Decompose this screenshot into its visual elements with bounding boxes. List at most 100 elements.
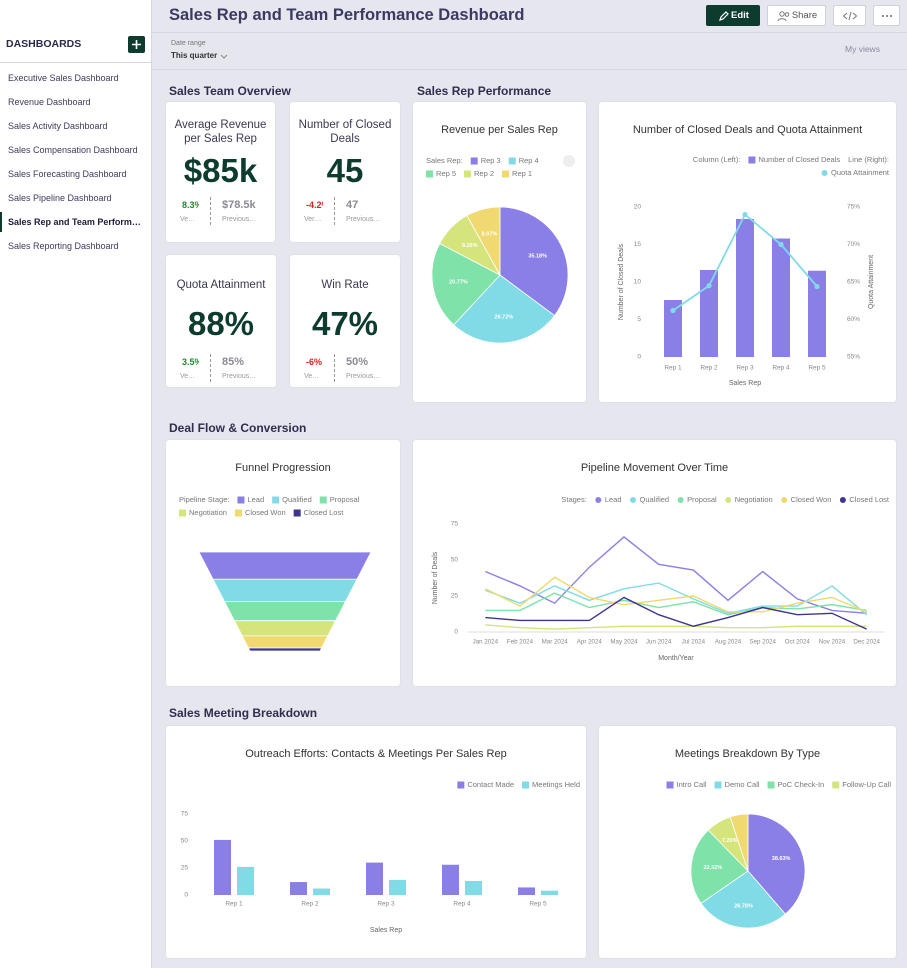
- kpi-delta-label: Ve…: [180, 216, 196, 223]
- legend-item: PoC Check-In: [767, 780, 824, 789]
- kpi-card: Quota Attainment 88% 3.5% Ve… 85% Previous…: [166, 255, 276, 387]
- legend-swatch: [502, 170, 510, 178]
- line: [485, 536, 867, 614]
- dashboard-link[interactable]: Sales Compensation Dashboard: [8, 145, 138, 155]
- bar: [442, 864, 459, 895]
- kpi-delta: 8.3%: [182, 200, 199, 210]
- legend-item: Lead: [237, 495, 264, 504]
- legend-toggle[interactable]: [563, 155, 575, 167]
- active-indicator: [0, 212, 2, 232]
- pie-slice: [431, 242, 501, 326]
- x-axis-label: Sales Rep: [729, 380, 761, 387]
- legend-label: Rep 1: [512, 169, 532, 178]
- y2-axis-label: Quota Attainment: [868, 255, 875, 309]
- legend-item: Sales Rep:: [426, 156, 463, 165]
- point: [814, 283, 820, 290]
- legend-swatch: [457, 781, 465, 789]
- share-button[interactable]: Share: [767, 5, 826, 26]
- dashboard-link[interactable]: Sales Activity Dashboard: [8, 121, 108, 131]
- legend-swatch: [595, 497, 602, 503]
- slice-label: 8.07%: [482, 232, 498, 238]
- chart-card: Number of Closed Deals and Quota Attainm…: [599, 102, 896, 402]
- kpi-delta-label: Ve…: [304, 373, 320, 380]
- filter-value[interactable]: This quarter: [171, 51, 218, 60]
- views-menu[interactable]: My views: [845, 44, 880, 54]
- kpi-previous-label: Previous…: [222, 216, 257, 223]
- legend-item: Demo Call: [714, 780, 760, 789]
- y-tick-label: 0: [454, 629, 458, 636]
- legend-label: Rep 2: [474, 169, 494, 178]
- legend-label: Proposal: [687, 495, 717, 504]
- kpi-value: $85k: [183, 152, 258, 189]
- dashboard-link[interactable]: Sales Forecasting Dashboard: [8, 169, 127, 179]
- edit-button[interactable]: Edit: [706, 5, 760, 26]
- point: [742, 211, 748, 218]
- legend-label: Closed Lost: [849, 495, 890, 504]
- legend-item: Negotiation: [725, 495, 773, 504]
- embed-button[interactable]: [833, 5, 866, 26]
- dashboard-link[interactable]: Sales Reporting Dashboard: [8, 241, 119, 251]
- legend-swatch: [237, 496, 245, 504]
- legend-swatch: [767, 781, 775, 789]
- pie-slice: [747, 813, 806, 915]
- funnel-segment: [212, 578, 358, 602]
- section-title: Sales Rep Performance: [417, 84, 552, 98]
- chart: Revenue per Sales Rep 35.18% 26.72% 20.77% 9…: [426, 124, 575, 344]
- funnel-segment: [233, 620, 337, 637]
- add-dashboard-button[interactable]: [128, 36, 145, 53]
- chevron-icon: [220, 54, 228, 59]
- legend-swatch: [781, 497, 788, 503]
- sidebar-heading: DASHBOARDS: [6, 38, 82, 50]
- y-tick-label: 50: [181, 838, 189, 845]
- dashboard-link[interactable]: Executive Sales Dashboard: [8, 73, 119, 83]
- chart-title: Outreach Efforts: Contacts & Meetings Pe…: [245, 748, 506, 760]
- kpi-previous-label: Previous…: [346, 373, 381, 380]
- legend-swatch: [319, 496, 327, 504]
- legend-title: Column (Left):: [693, 155, 741, 164]
- legend-swatch: [293, 509, 301, 517]
- legend-label: Closed Lost: [304, 508, 345, 517]
- funnel-segment: [241, 635, 329, 649]
- slice-label: 20.77%: [449, 280, 468, 286]
- legend-item: Number of Closed Deals: [748, 155, 840, 164]
- legend-item: Follow-Up Call: [832, 780, 891, 789]
- legend-item: Pipeline Stage:: [179, 495, 229, 504]
- pie-slice: [700, 870, 786, 929]
- x-tick-label: Mar 2024: [542, 639, 569, 646]
- dashboard-link[interactable]: Sales Rep and Team Perform…: [8, 217, 141, 227]
- x-tick-label: Dec 2024: [853, 639, 880, 646]
- y-tick-label: 75: [181, 811, 189, 818]
- legend-item: Line (Right):: [848, 155, 889, 164]
- bar: [290, 882, 307, 895]
- legend-item: Quota Attainment: [821, 168, 890, 177]
- legend-item: Negotiation: [179, 508, 227, 517]
- legend-item: Closed Won: [234, 508, 286, 517]
- y-tick-label: 0: [184, 892, 188, 899]
- x-tick-label: Apr 2024: [577, 639, 603, 646]
- more-button[interactable]: [873, 5, 900, 26]
- x-tick-label: May 2024: [610, 639, 638, 646]
- pie-slice: [729, 813, 749, 872]
- kpi-previous: 47: [346, 199, 359, 211]
- legend-label: Intro Call: [677, 780, 707, 789]
- dashboard-link[interactable]: Sales Pipeline Dashboard: [8, 193, 112, 203]
- y-tick-label: 25: [181, 865, 189, 872]
- legend-item: Rep 1: [502, 169, 532, 178]
- pencil-icon: [719, 10, 729, 21]
- legend-item: Closed Won: [781, 495, 831, 504]
- legend-item: Rep 3: [470, 156, 501, 165]
- dashboard-link[interactable]: Revenue Dashboard: [8, 97, 91, 107]
- kpi-divider: [334, 354, 335, 382]
- kpi-delta: 3.5%: [182, 357, 199, 367]
- legend-swatch: [234, 509, 242, 517]
- kpi-card: Average Revenue per Sales Rep $85k 8.3% Ve……: [166, 102, 275, 242]
- chart-card: Outreach Efforts: Contacts & Meetings Pe…: [166, 726, 586, 958]
- bar: [541, 890, 558, 895]
- line: [485, 624, 867, 630]
- legend-swatch: [179, 509, 186, 517]
- point: [778, 241, 784, 248]
- legend-label: Lead: [247, 495, 264, 504]
- funnel-segment: [223, 601, 347, 622]
- y-tick-label: 5: [637, 316, 641, 323]
